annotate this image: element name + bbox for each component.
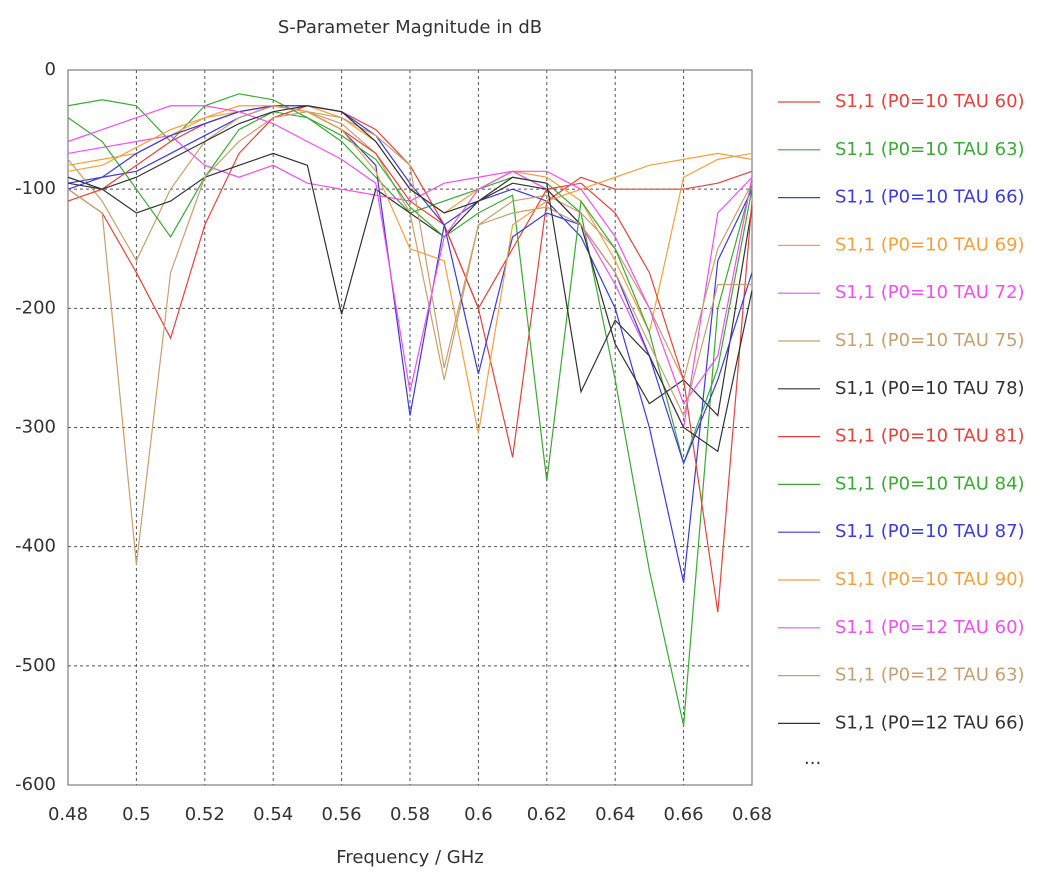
legend-label: S1,1 (P0=10 TAU 60) xyxy=(835,91,1025,112)
series-line xyxy=(67,105,753,466)
series-line xyxy=(67,111,753,482)
x-tick-label: 0.56 xyxy=(322,804,362,825)
series-line xyxy=(67,105,753,405)
legend-label: S1,1 (P0=10 TAU 90) xyxy=(835,569,1025,590)
chart-title: S-Parameter Magnitude in dB xyxy=(278,17,542,38)
legend-label: S1,1 (P0=10 TAU 84) xyxy=(835,473,1025,494)
x-tick-label: 0.52 xyxy=(185,804,225,825)
x-tick-label: 0.54 xyxy=(253,804,293,825)
legend-label: S1,1 (P0=10 TAU 69) xyxy=(835,234,1025,255)
legend-label: S1,1 (P0=10 TAU 81) xyxy=(835,426,1025,447)
x-tick-label: 0.48 xyxy=(48,804,88,825)
legend-label: S1,1 (P0=10 TAU 75) xyxy=(835,330,1025,351)
legend-label: S1,1 (P0=12 TAU 63) xyxy=(835,665,1025,686)
series-line xyxy=(67,111,752,565)
plot-frame xyxy=(67,69,753,786)
x-tick-label: 0.5 xyxy=(122,804,151,825)
series-line xyxy=(67,105,753,453)
y-tick-label: 0 xyxy=(45,59,56,80)
y-tick-label: -200 xyxy=(15,297,56,318)
legend-label: S1,1 (P0=12 TAU 60) xyxy=(835,617,1025,638)
legend-label: S1,1 (P0=12 TAU 66) xyxy=(835,712,1025,733)
y-tick-label: -600 xyxy=(15,774,56,795)
y-tick-label: -300 xyxy=(15,417,56,438)
legend-label: S1,1 (P0=10 TAU 66) xyxy=(835,187,1025,208)
x-tick-label: 0.62 xyxy=(527,804,567,825)
x-tick-label: 0.6 xyxy=(464,804,493,825)
x-axis-label: Frequency / GHz xyxy=(336,847,483,868)
legend-label: S1,1 (P0=10 TAU 87) xyxy=(835,521,1025,542)
x-tick-label: 0.58 xyxy=(390,804,430,825)
y-tick-label: -100 xyxy=(15,178,56,199)
legend-label: S1,1 (P0=10 TAU 72) xyxy=(835,282,1025,303)
x-tick-label: 0.64 xyxy=(595,804,635,825)
y-tick-label: -400 xyxy=(15,536,56,557)
series-line xyxy=(67,152,753,417)
x-tick-label: 0.66 xyxy=(664,804,704,825)
legend-label: S1,1 (P0=10 TAU 78) xyxy=(835,378,1025,399)
series-line xyxy=(67,105,753,583)
legend-more: ... xyxy=(804,748,821,769)
legend-label: S1,1 (P0=10 TAU 63) xyxy=(835,139,1025,160)
x-tick-label: 0.68 xyxy=(732,804,772,825)
series-line xyxy=(67,105,753,434)
series-line xyxy=(67,105,753,613)
y-tick-label: -500 xyxy=(15,655,56,676)
